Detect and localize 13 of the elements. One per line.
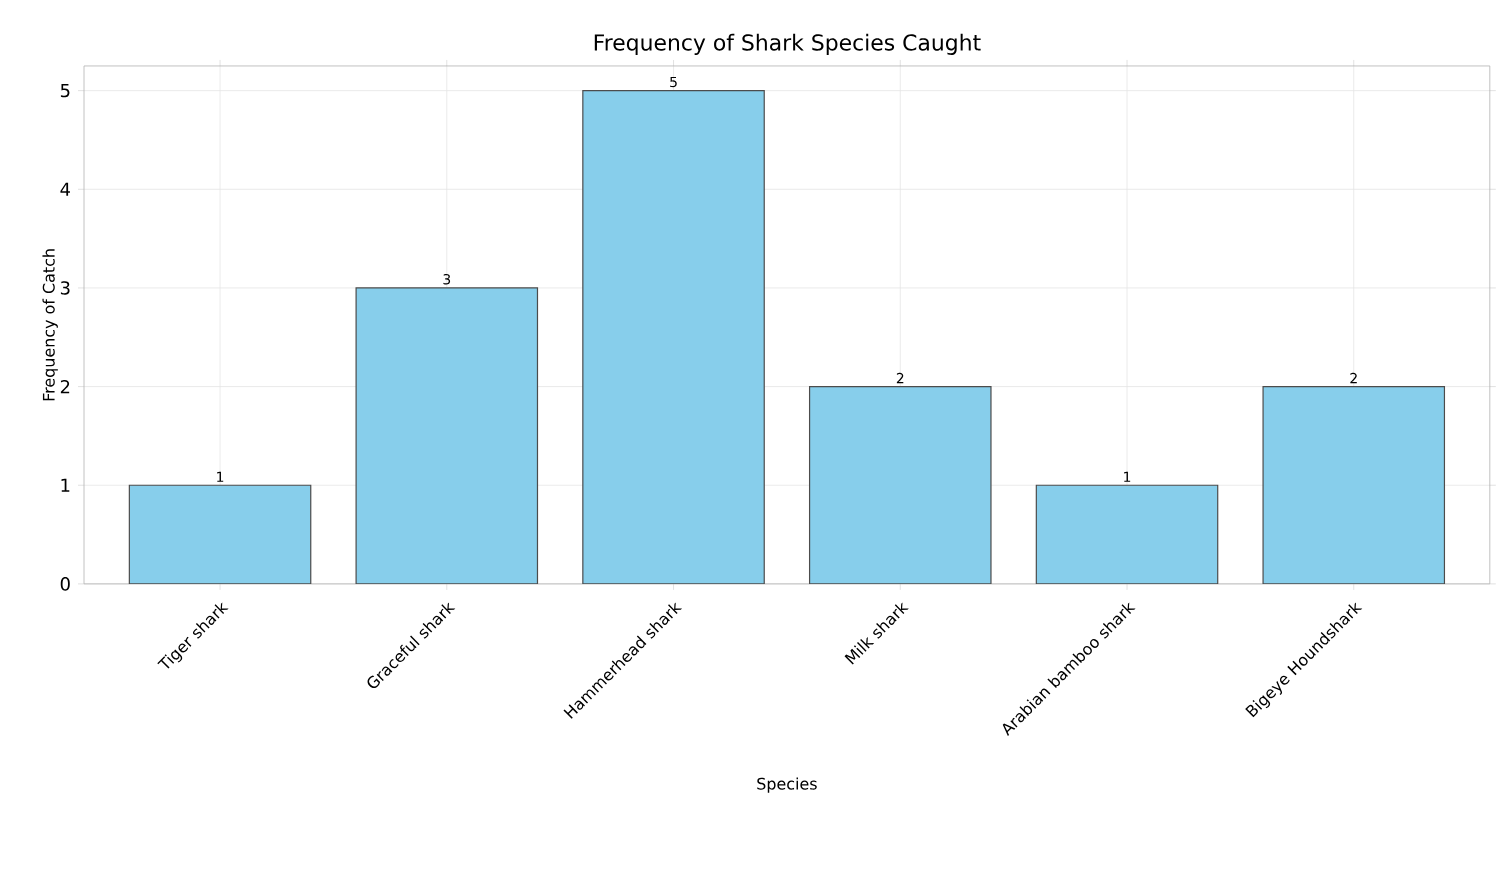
chart-title: Frequency of Shark Species Caught xyxy=(594,33,981,56)
bar xyxy=(1035,484,1219,584)
y-tick-label: 2 xyxy=(60,379,70,394)
y-tick-label: 5 xyxy=(60,84,70,98)
bar xyxy=(128,484,312,584)
y-tick-label: 3 xyxy=(60,281,70,295)
bar xyxy=(355,287,539,584)
y-tick-label: 0 xyxy=(60,577,70,591)
y-tick-label: 1 xyxy=(61,478,70,492)
bar xyxy=(582,90,765,584)
bar xyxy=(1262,386,1446,584)
y-tick-label: 4 xyxy=(60,182,70,196)
bar xyxy=(808,386,992,584)
